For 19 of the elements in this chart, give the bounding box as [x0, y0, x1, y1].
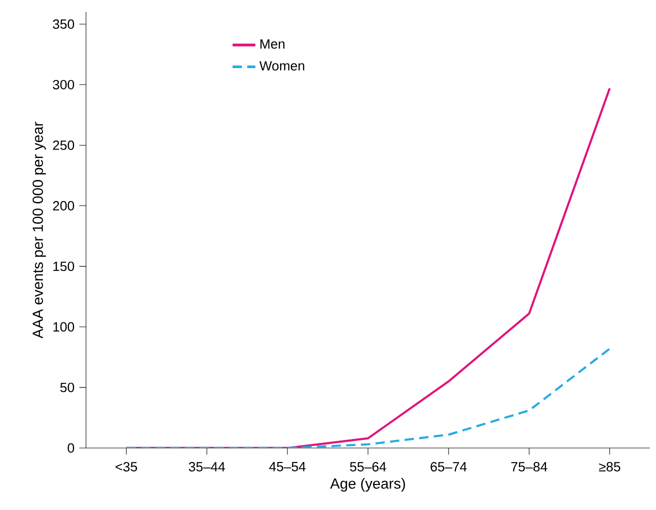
legend-label: Men — [260, 39, 284, 49]
y-tick-label: 100 — [53, 322, 74, 332]
y-tick-label: 350 — [52, 19, 74, 29]
x-tick-label: ≥85 — [599, 462, 620, 472]
y-tick-label: 300 — [52, 80, 74, 90]
x-tick-label: 45–54 — [269, 462, 306, 472]
y-tick-label: 50 — [60, 382, 74, 392]
x-tick-label: 75–84 — [511, 462, 548, 472]
y-axis-title: AAA events per 100 000 per year — [32, 122, 46, 338]
x-tick-label: 55–64 — [350, 462, 386, 472]
x-tick-label: 35–44 — [188, 462, 225, 472]
x-tick-label: <35 — [116, 462, 138, 472]
y-tick-label: 200 — [53, 201, 74, 210]
y-tick-label: 250 — [53, 140, 74, 150]
x-tick-label: 65–74 — [430, 462, 467, 472]
x-axis-title: Age (years) — [330, 478, 405, 492]
y-tick-label: 0 — [68, 443, 74, 453]
y-tick-label: 150 — [53, 262, 74, 272]
legend-label: Women — [259, 61, 304, 71]
